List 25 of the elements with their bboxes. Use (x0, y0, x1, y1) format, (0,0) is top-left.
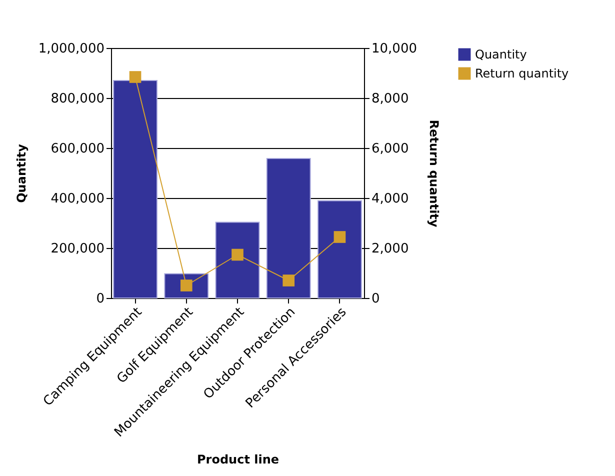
point (282, 274, 295, 286)
y2-axis-title: Return quantity (426, 120, 441, 228)
y2-tick-label: 8,000 (372, 92, 409, 106)
y2-tick-label: 4,000 (372, 192, 409, 206)
y2-tick-label: 6,000 (372, 142, 409, 156)
legend-label: Return quantity (475, 66, 569, 80)
y-tick-label: 0 (96, 292, 104, 306)
point (232, 248, 244, 261)
x-axis-title: Product line (196, 452, 280, 467)
y2-tick-label: 0 (372, 292, 380, 306)
y2-tick-label: 2,000 (372, 242, 409, 256)
y2-tick-label: 10,000 (372, 42, 417, 56)
y-tick-label: 600,000 (50, 142, 104, 156)
bar (266, 158, 311, 298)
y-tick-label: 1,000,000 (38, 42, 104, 56)
y-tick-label: 400,000 (50, 192, 104, 206)
bar (318, 200, 362, 298)
point (129, 71, 142, 83)
bar (215, 222, 260, 298)
point (334, 231, 346, 243)
bar (113, 80, 158, 298)
legend-label: Quantity (475, 48, 527, 62)
y-axis-title: Quantity (14, 144, 28, 203)
y-tick-label: 800,000 (50, 92, 104, 106)
y-tick-label: 200,000 (50, 242, 104, 256)
